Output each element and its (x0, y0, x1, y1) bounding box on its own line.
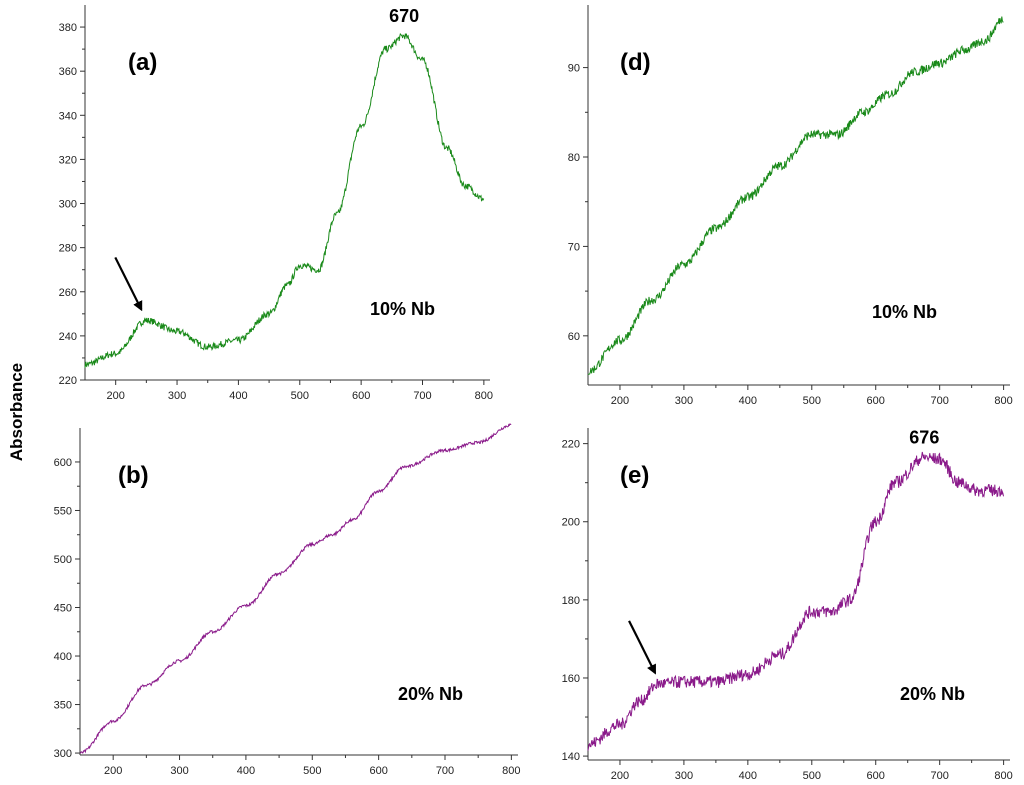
y-tick-label: 340 (59, 110, 77, 122)
y-tick-label: 320 (59, 154, 77, 166)
y-tick-label: 260 (59, 287, 77, 299)
y-tick-label: 220 (562, 439, 580, 451)
annotation-label: 10% Nb (370, 299, 435, 319)
x-tick-label: 400 (739, 770, 757, 782)
y-axis-label: Absorbance (7, 363, 26, 461)
x-tick-label: 300 (675, 770, 693, 782)
peak-label: 676 (909, 427, 939, 447)
panel-label: (b) (118, 462, 149, 489)
y-tick-label: 350 (54, 700, 72, 712)
y-tick-label: 140 (562, 751, 580, 763)
annotation-label: 20% Nb (398, 684, 463, 704)
y-tick-label: 220 (59, 375, 77, 387)
x-tick-label: 300 (170, 765, 188, 777)
arrow-icon (114, 256, 143, 312)
data-series-line (587, 16, 1004, 376)
y-tick-label: 300 (54, 748, 72, 760)
y-tick-label: 400 (54, 651, 72, 663)
y-tick-label: 280 (59, 243, 77, 255)
y-tick-label: 70 (568, 241, 580, 253)
y-tick-label: 550 (54, 505, 72, 517)
y-tick-label: 180 (562, 595, 580, 607)
y-tick-label: 600 (54, 457, 72, 469)
panel-label: (a) (128, 49, 157, 76)
x-tick-label: 200 (611, 770, 629, 782)
y-tick-label: 500 (54, 554, 72, 566)
chart-panel-e: 200 300 400 500 600 700 800 140 160 180 200 220 (e) 2… (562, 427, 1013, 782)
y-tick-label: 80 (568, 152, 580, 164)
annotation-label: 10% Nb (872, 302, 937, 322)
y-tick-label: 380 (59, 22, 77, 34)
y-tick-label: 360 (59, 66, 77, 78)
panel-label: (d) (620, 49, 651, 76)
x-tick-label: 400 (237, 765, 255, 777)
y-tick-label: 200 (562, 517, 580, 529)
chart-panel-b: 200 300 400 500 600 700 800 300 350 400 450 500 550 6… (54, 423, 521, 777)
x-tick-label: 300 (168, 390, 186, 402)
x-tick-label: 200 (611, 395, 629, 407)
x-tick-label: 500 (803, 770, 821, 782)
x-tick-label: 700 (413, 390, 431, 402)
arrow-icon (628, 620, 657, 675)
x-tick-label: 800 (994, 770, 1012, 782)
x-tick-label: 300 (675, 395, 693, 407)
x-tick-label: 600 (369, 765, 387, 777)
x-tick-label: 700 (930, 395, 948, 407)
peak-label: 670 (389, 6, 419, 26)
x-tick-label: 400 (739, 395, 757, 407)
x-tick-label: 800 (994, 395, 1012, 407)
x-tick-label: 500 (803, 395, 821, 407)
x-tick-label: 800 (502, 765, 520, 777)
x-tick-label: 600 (867, 395, 885, 407)
x-tick-label: 500 (291, 390, 309, 402)
x-tick-label: 200 (104, 765, 122, 777)
y-tick-label: 60 (568, 331, 580, 343)
y-tick-label: 300 (59, 199, 77, 211)
y-tick-label: 240 (59, 331, 77, 343)
chart-panel-d: 200 300 400 500 600 700 800 60 70 80 90 (d) 10% Nb (568, 5, 1013, 407)
panel-label: (e) (620, 462, 649, 489)
x-tick-label: 700 (436, 765, 454, 777)
x-tick-label: 700 (930, 770, 948, 782)
x-tick-label: 500 (303, 765, 321, 777)
annotation-label: 20% Nb (900, 684, 965, 704)
data-series-line (84, 33, 485, 368)
data-series-line (587, 451, 1004, 751)
y-tick-label: 450 (54, 603, 72, 615)
x-tick-label: 200 (107, 390, 125, 402)
x-tick-label: 400 (229, 390, 247, 402)
chart-panel-a: 200 300 400 500 600 700 800 220 240 260 280 300 320 3… (59, 5, 493, 402)
x-tick-label: 600 (867, 770, 885, 782)
data-series-line (79, 423, 512, 754)
x-tick-label: 600 (352, 390, 370, 402)
y-tick-label: 160 (562, 673, 580, 685)
x-tick-label: 800 (475, 390, 493, 402)
y-tick-label: 90 (568, 63, 580, 75)
